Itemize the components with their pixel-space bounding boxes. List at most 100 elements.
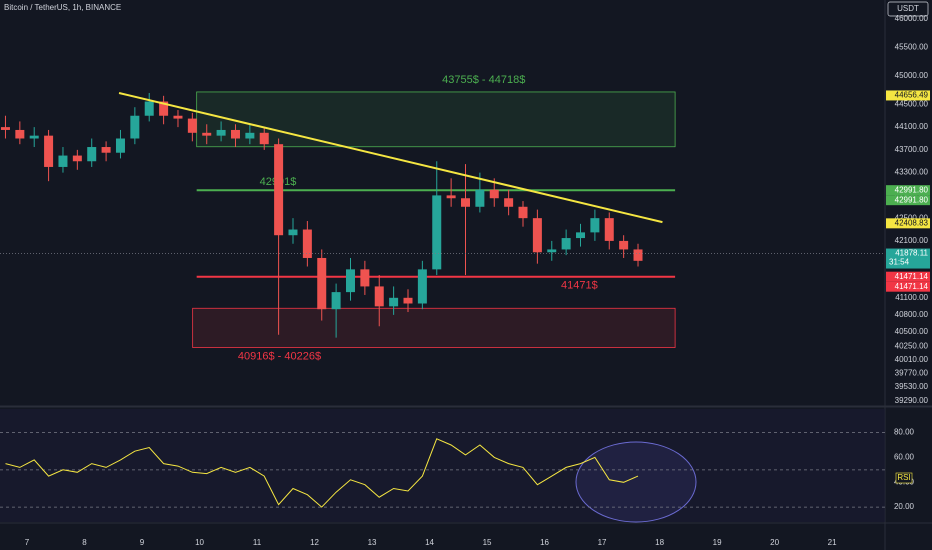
x-tick-label: 7 <box>25 538 30 547</box>
price-badge-label: 42408.83 <box>895 218 929 227</box>
rsi-tick-label: 80.00 <box>894 428 915 437</box>
price-badge-label: 41878.11 <box>895 249 928 258</box>
y-tick-label: 44500.00 <box>895 99 929 108</box>
candle-body <box>15 129 25 139</box>
candle-body <box>101 147 111 153</box>
candle-body <box>130 115 140 139</box>
candle-body <box>532 218 542 253</box>
rsi-name: RSI <box>897 473 910 482</box>
price-badge-label: 44656.49 <box>895 91 929 100</box>
candle-body <box>230 129 240 139</box>
candle-body <box>87 147 97 162</box>
candle-body <box>489 189 499 199</box>
price-badge <box>886 271 930 282</box>
y-tick-label: 45500.00 <box>895 43 929 52</box>
candle-body <box>144 101 154 116</box>
x-tick-label: 13 <box>368 538 377 547</box>
candle-body <box>331 292 341 310</box>
price-badge <box>886 195 930 206</box>
y-tick-label: 40010.00 <box>895 355 929 364</box>
candle-body <box>504 198 514 207</box>
x-tick-label: 19 <box>713 538 722 547</box>
y-tick-label: 46000.00 <box>895 14 929 23</box>
rsi-line <box>5 438 639 508</box>
x-tick-label: 15 <box>483 538 492 547</box>
symbol-title: Bitcoin / TetherUS, 1h, BINANCE <box>4 3 121 12</box>
x-tick-label: 18 <box>655 538 664 547</box>
y-tick-label: 39530.00 <box>895 382 929 391</box>
currency-button[interactable] <box>887 1 929 17</box>
y-tick-label: 40800.00 <box>895 310 929 319</box>
candle-body <box>576 232 586 239</box>
candle-body <box>44 135 54 167</box>
price-badge <box>886 248 930 269</box>
y-tick-label: 40500.00 <box>895 327 929 336</box>
candle-body <box>389 297 399 307</box>
zone <box>192 307 676 348</box>
candle-body <box>561 238 571 250</box>
rsi-background <box>0 409 885 522</box>
candle-body <box>619 240 629 250</box>
candle-body <box>274 144 284 236</box>
price-badge-label: 41471.14 <box>895 272 929 281</box>
candle-body <box>590 218 600 233</box>
candle-body <box>403 297 413 304</box>
price-badge <box>886 185 930 196</box>
x-tick-label: 21 <box>828 538 837 547</box>
x-tick-label: 8 <box>82 538 87 547</box>
level-label: 41471$ <box>561 280 598 292</box>
candle-body <box>604 218 614 241</box>
rsi-tick-label: 60.00 <box>894 453 915 462</box>
candle-body <box>417 269 427 304</box>
price-badge <box>886 90 930 101</box>
y-tick-label: 43700.00 <box>895 145 929 154</box>
candle-body <box>302 229 312 258</box>
y-tick-label: 45000.00 <box>895 71 929 80</box>
candle-body <box>475 189 485 207</box>
candle-body <box>216 129 226 136</box>
x-tick-label: 17 <box>598 538 607 547</box>
candle-body <box>633 249 643 261</box>
y-tick-label: 41100.00 <box>895 293 928 302</box>
candle-body <box>518 206 528 219</box>
currency-label[interactable]: USDT <box>897 4 919 13</box>
candle-body <box>317 257 327 310</box>
x-tick-label: 14 <box>425 538 434 547</box>
candle-body <box>245 132 255 139</box>
y-tick-label: 42100.00 <box>895 236 929 245</box>
x-tick-label: 16 <box>540 538 549 547</box>
trendline <box>118 92 663 224</box>
candle-body <box>360 269 370 287</box>
x-tick-label: 10 <box>195 538 204 547</box>
candle-body <box>461 198 471 207</box>
highlight-ellipse <box>575 441 697 523</box>
x-tick-label: 9 <box>140 538 145 547</box>
x-tick-label: 11 <box>253 538 262 547</box>
candle-body <box>173 115 183 119</box>
candle-body <box>58 155 68 167</box>
candle-body <box>446 195 456 199</box>
candle-body <box>187 118 197 133</box>
price-badge-label: 42991.80 <box>895 195 929 204</box>
y-tick-label: 43300.00 <box>895 168 929 177</box>
price-badge-label: 42991.80 <box>895 185 929 194</box>
zone <box>196 91 676 148</box>
rsi-badge <box>895 472 913 484</box>
candle-body <box>29 135 39 139</box>
price-badge <box>886 218 930 229</box>
candle-body <box>259 132 269 145</box>
candle-body <box>72 155 82 162</box>
price-badge <box>886 281 930 292</box>
zone-label: 43755$ - 44718$ <box>442 74 525 86</box>
candle-body <box>202 132 212 136</box>
y-tick-label: 39290.00 <box>895 396 929 405</box>
countdown: 31:54 <box>889 258 910 267</box>
candle-body <box>374 286 384 307</box>
y-tick-label: 44100.00 <box>895 122 929 131</box>
y-tick-label: 40250.00 <box>895 341 929 350</box>
candle-body <box>432 195 442 270</box>
y-tick-label: 42500.00 <box>895 213 929 222</box>
candle-body <box>288 229 298 236</box>
candle-body <box>0 127 10 130</box>
